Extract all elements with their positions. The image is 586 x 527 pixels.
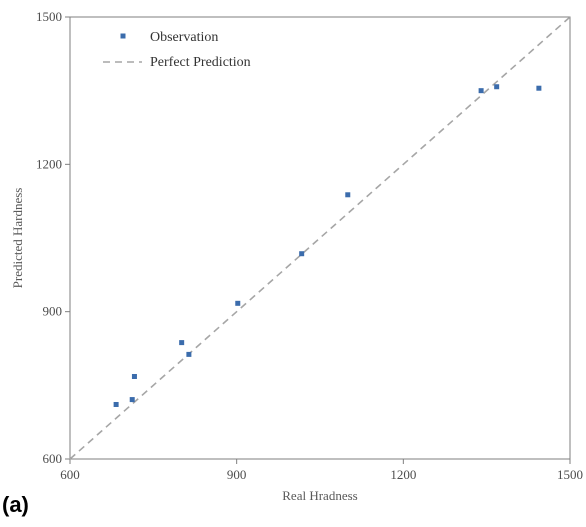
x-tick-label: 600: [60, 467, 80, 482]
observation-point: [129, 397, 135, 403]
observation-point: [235, 300, 241, 306]
plot-area: [69, 16, 571, 460]
legend: Observation Perfect Prediction: [103, 30, 251, 70]
x-tick-label: 1500: [557, 467, 583, 482]
observation-point: [299, 251, 305, 257]
observation-point: [131, 373, 137, 379]
observation-point: [478, 88, 484, 94]
series-layer: [69, 16, 571, 460]
plot-border: [69, 16, 571, 460]
observation-point: [113, 401, 119, 407]
y-tick-label: 600: [43, 451, 63, 466]
panel-label: (a): [2, 492, 29, 517]
y-tick-label: 900: [43, 304, 63, 319]
x-tick-label: 900: [227, 467, 247, 482]
y-tick-label: 1200: [36, 156, 62, 171]
perfect-prediction-line: [69, 16, 571, 460]
y-tick-label: 1500: [36, 9, 62, 24]
x-axis-title: Real Hradness: [282, 488, 357, 503]
y-axis-title: Predicted Hardness: [10, 188, 25, 289]
legend-perfect-prediction-label: Perfect Prediction: [150, 55, 251, 70]
legend-observation-marker: [120, 33, 126, 39]
observation-point: [345, 192, 351, 198]
legend-observation-label: Observation: [150, 30, 218, 45]
observation-point: [186, 351, 192, 357]
observation-point: [179, 340, 185, 346]
x-tick-label: 1200: [390, 467, 416, 482]
observation-point: [536, 85, 542, 91]
observation-point: [494, 84, 500, 90]
axis-ticks: 600 900 1200 1500 600 900 1200 1500: [36, 9, 583, 482]
